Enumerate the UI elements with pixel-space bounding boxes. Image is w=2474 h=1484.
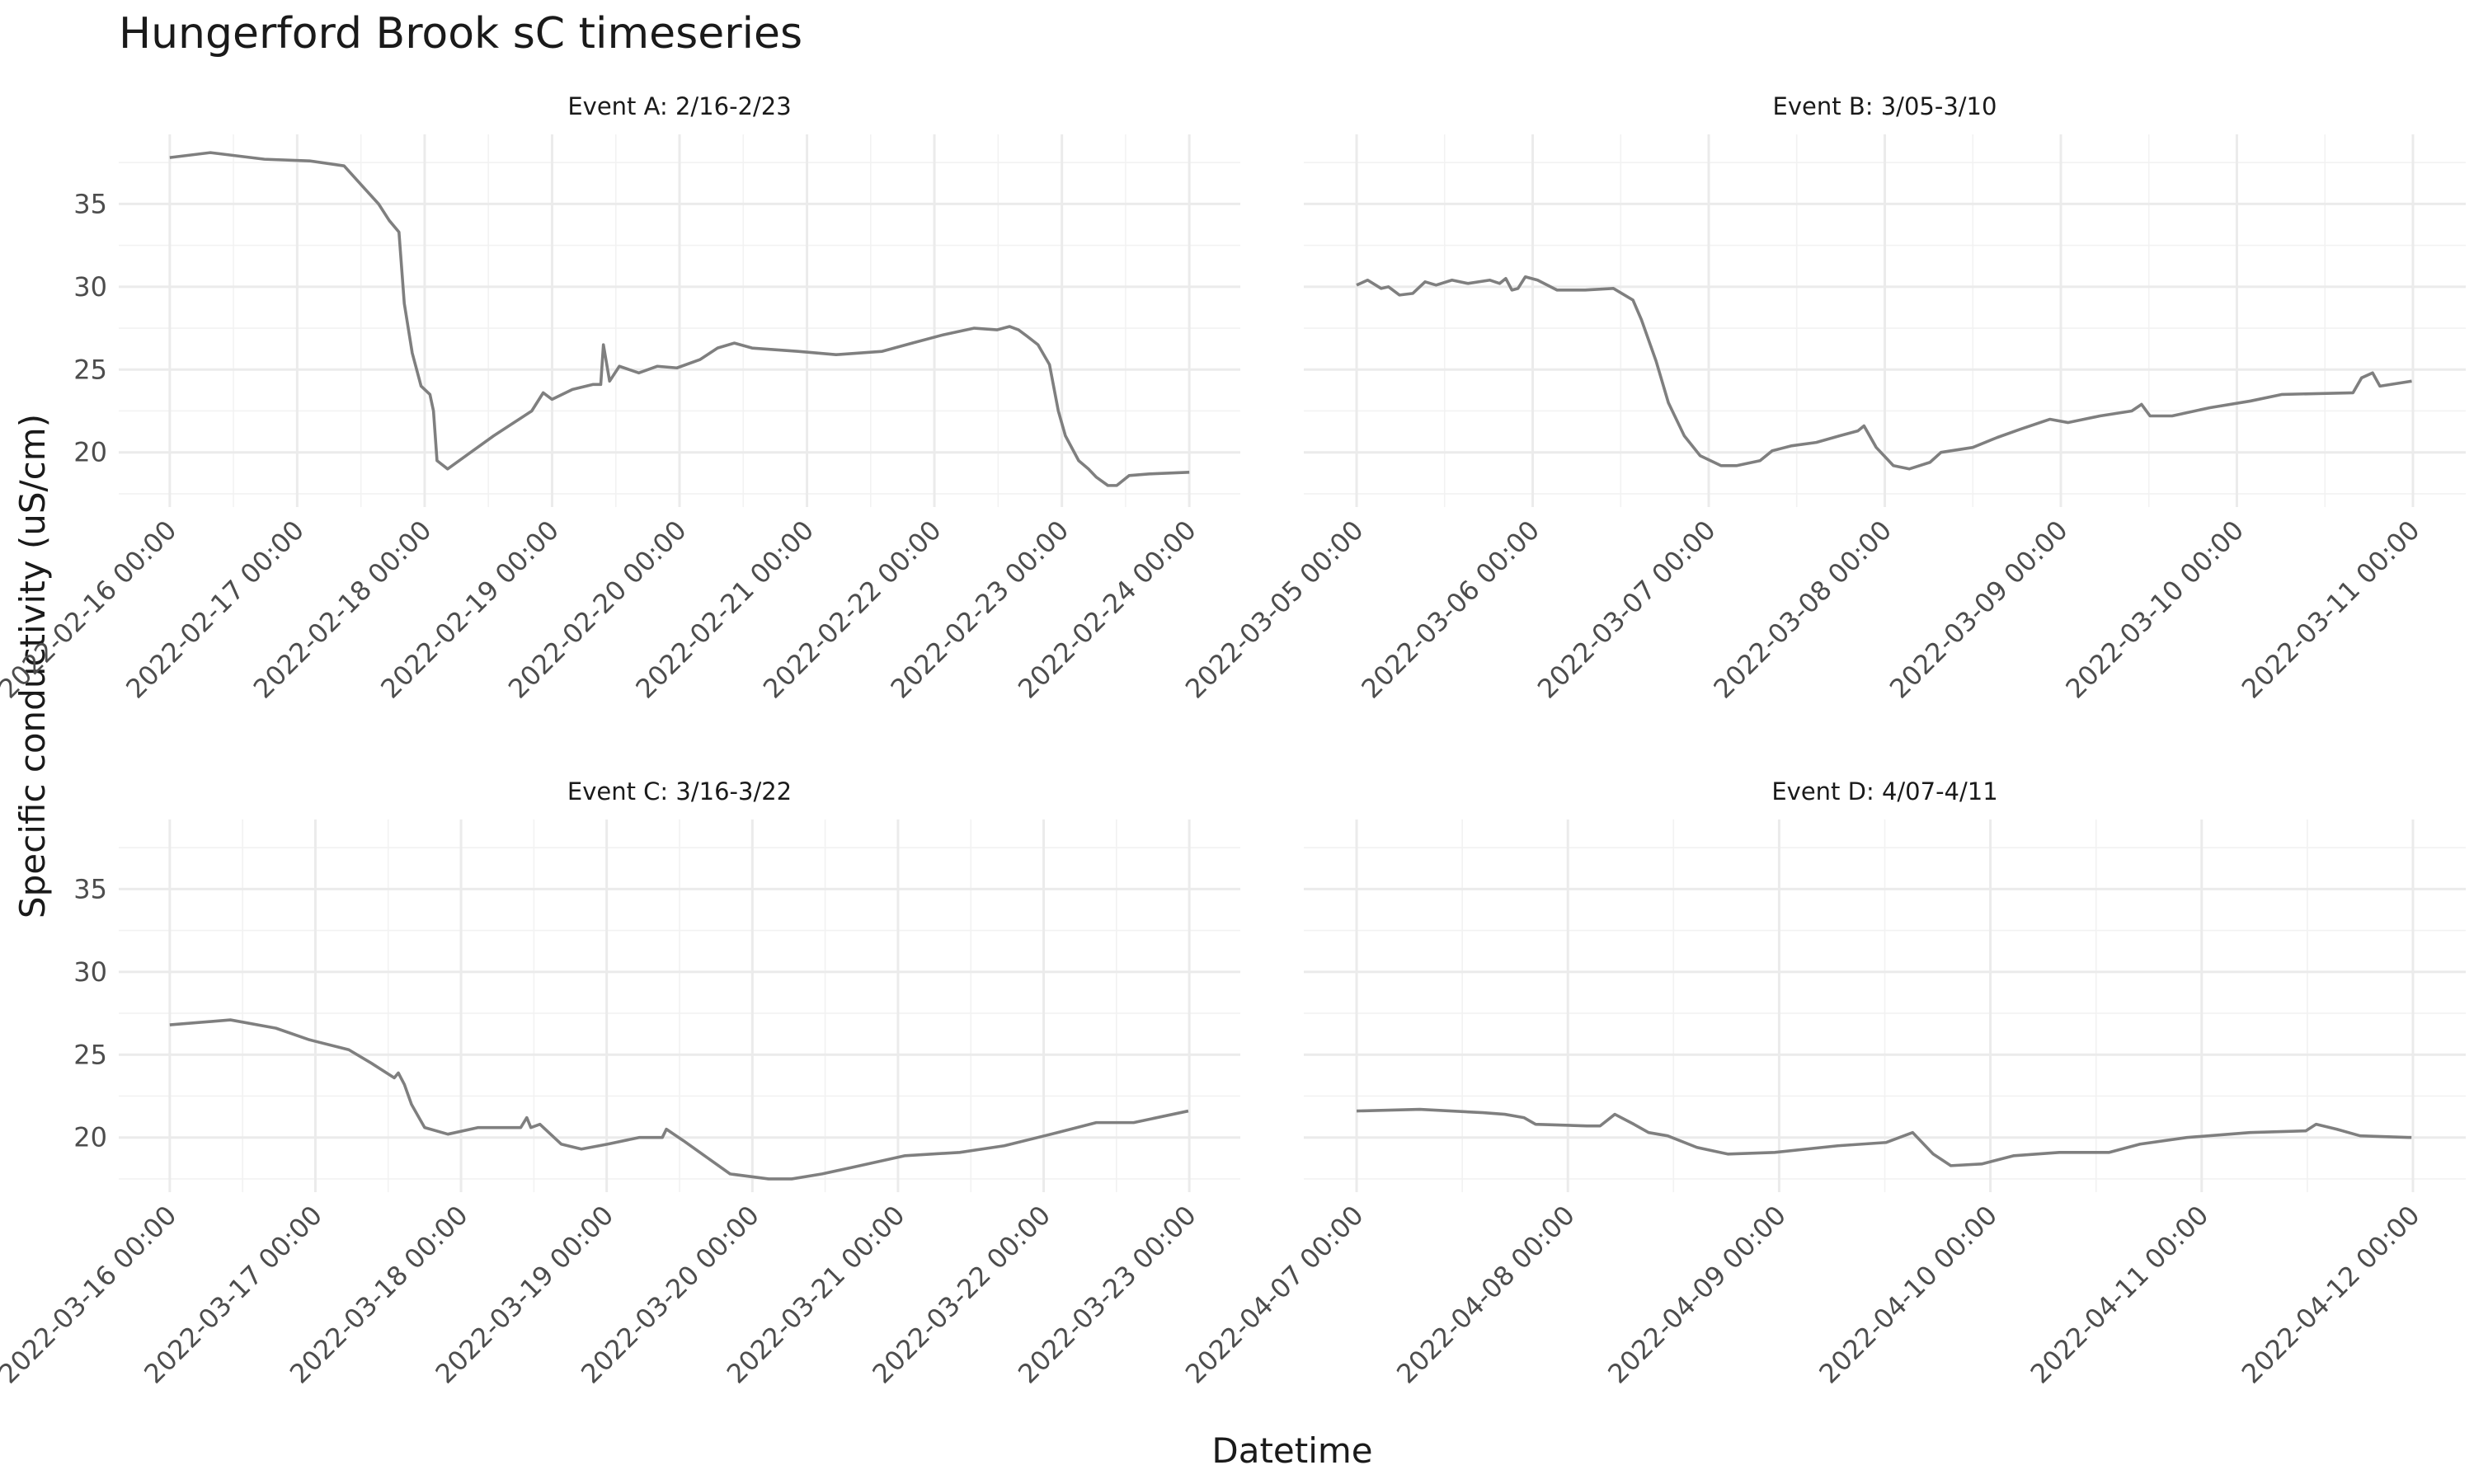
data-line <box>169 1018 1189 1181</box>
y-axis-label: Specific conductivity (uS/cm) <box>12 414 53 918</box>
x-tick-label: 2022-04-07 00:00 <box>1179 1200 1370 1390</box>
x-tick-label: 2022-04-08 00:00 <box>1390 1200 1581 1390</box>
data-line <box>169 151 1190 487</box>
data-line <box>1356 275 2412 471</box>
facet-title: Event C: 3/16-3/22 <box>567 777 792 805</box>
facet-title: Event B: 3/05-3/10 <box>1773 92 1997 120</box>
x-tick-label: 2022-04-12 00:00 <box>2236 1200 2426 1390</box>
y-tick-label: 30 <box>73 271 107 303</box>
y-tick-label: 35 <box>73 188 107 219</box>
x-tick-label: 2022-03-06 00:00 <box>1355 514 1545 705</box>
x-tick-label: 2022-03-11 00:00 <box>2236 514 2426 705</box>
y-tick-label: 25 <box>73 1039 107 1070</box>
y-tick-label: 35 <box>73 873 107 904</box>
x-tick-label: 2022-03-09 00:00 <box>1884 514 2074 705</box>
facet-title: Event D: 4/07-4/11 <box>1771 777 1997 805</box>
x-tick-label: 2022-03-05 00:00 <box>1179 514 1370 705</box>
x-tick-label: 2022-04-11 00:00 <box>2025 1200 2215 1390</box>
x-tick-label: 2022-04-10 00:00 <box>1813 1200 2003 1390</box>
chart-title: Hungerford Brook sC timeseries <box>119 9 802 59</box>
y-tick-label: 20 <box>73 437 107 468</box>
x-tick-label: 2022-03-10 00:00 <box>2059 514 2250 705</box>
x-tick-label: 2022-04-09 00:00 <box>1602 1200 1792 1390</box>
y-tick-label: 20 <box>73 1122 107 1153</box>
x-tick-label: 2022-03-08 00:00 <box>1707 514 1898 705</box>
x-tick-label: 2022-03-07 00:00 <box>1531 514 1722 705</box>
y-tick-label: 25 <box>73 354 107 385</box>
x-axis-label: Datetime <box>1211 1430 1372 1471</box>
facet-title: Event A: 2/16-2/23 <box>567 92 791 120</box>
data-line <box>1357 1107 2412 1167</box>
y-tick-label: 30 <box>73 956 107 988</box>
